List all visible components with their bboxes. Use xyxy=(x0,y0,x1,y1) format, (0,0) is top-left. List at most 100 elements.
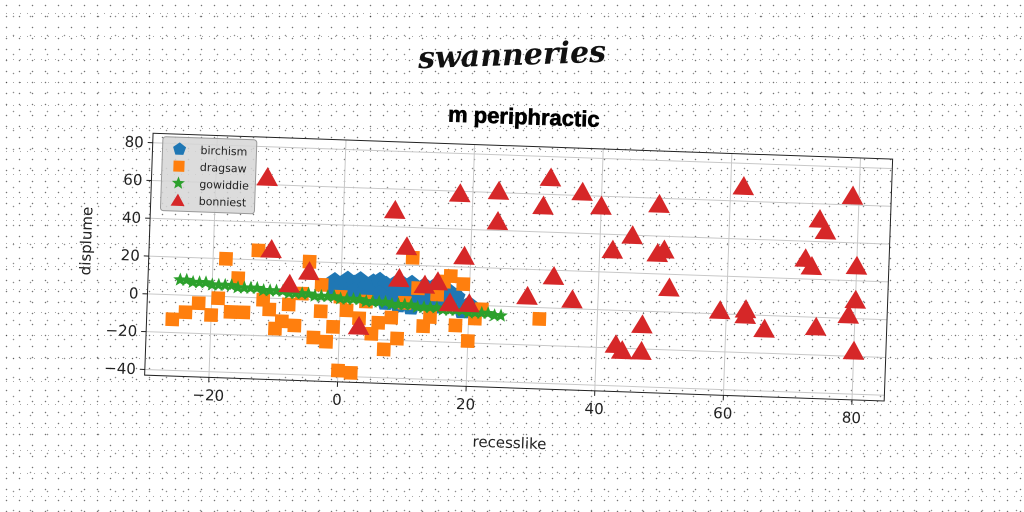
bonniest-point xyxy=(610,340,633,360)
dragsaw-point xyxy=(231,271,246,286)
gowiddie-point xyxy=(352,292,367,306)
y-grid-line xyxy=(144,368,885,396)
y-tick-label: 60 xyxy=(123,171,143,190)
y-tick-label: 20 xyxy=(120,246,140,265)
bonniest-point xyxy=(486,210,509,231)
dragsaw-point xyxy=(313,304,328,319)
bonniest-point xyxy=(387,268,410,288)
gowiddie-point xyxy=(192,275,207,289)
bonniest-point xyxy=(800,256,823,276)
gowiddie-point xyxy=(461,305,476,319)
bonniest-point xyxy=(732,176,755,196)
dragsaw-point xyxy=(165,312,180,327)
bonniest-point xyxy=(841,185,864,205)
grid xyxy=(144,135,893,400)
legend-entry: dragsaw xyxy=(173,160,247,176)
gowiddie-point xyxy=(346,291,361,306)
y-axis-label: displume xyxy=(76,206,96,275)
gowiddie-point xyxy=(243,280,258,295)
chart-area: m periphractic −20 0 20 40 60 80 −40 −20 0 20 40 60… xyxy=(76,101,894,453)
legend-label: dragsaw xyxy=(200,161,247,176)
bonniest-point xyxy=(648,193,670,214)
legend-entry: birchism xyxy=(173,142,248,159)
dragsaw-point xyxy=(343,365,358,380)
x-grid-line xyxy=(465,144,476,387)
legend-label: bonniest xyxy=(198,195,247,210)
bonniest-point xyxy=(438,292,461,312)
dragsaw-point xyxy=(274,314,289,329)
legend-box xyxy=(159,136,258,215)
gowiddie-point xyxy=(295,286,310,300)
gowiddie-point xyxy=(269,283,284,297)
gowiddie-point xyxy=(468,305,483,319)
gowiddie-point xyxy=(256,283,271,297)
dragsaw-point xyxy=(281,297,296,312)
bonniest-point xyxy=(383,199,406,219)
gowiddie-point xyxy=(359,294,374,308)
dragsaw-point xyxy=(314,277,329,292)
gowiddie-point xyxy=(487,308,502,322)
dragsaw-point xyxy=(287,318,302,333)
x-tick-label: 0 xyxy=(332,391,342,409)
bonniest-point xyxy=(601,239,624,259)
bonniest-point xyxy=(426,271,449,291)
y-tick-label: 40 xyxy=(122,208,142,227)
gowiddie-point xyxy=(250,280,265,295)
gowiddie-point xyxy=(429,300,444,314)
gowiddie-point xyxy=(224,278,239,292)
legend-label: birchism xyxy=(200,144,247,159)
legend-marker xyxy=(170,193,185,207)
gowiddie-point xyxy=(198,275,213,289)
chart-title: m periphractic xyxy=(448,102,600,132)
bonniest-point xyxy=(590,195,612,215)
bonniest-point xyxy=(571,181,593,201)
y-grid-line xyxy=(147,293,888,321)
bonniest-point xyxy=(395,236,418,256)
dragsaw-point xyxy=(460,333,475,349)
dragsaw-point xyxy=(330,363,345,378)
gowiddie-point xyxy=(474,305,489,320)
bonniest-point xyxy=(804,316,827,336)
dragsaw-point xyxy=(223,304,238,319)
gowiddie-point xyxy=(493,308,508,322)
legend-entry: bonniest xyxy=(170,193,247,210)
bonniest-point xyxy=(658,277,680,297)
y-grid-line xyxy=(152,142,893,170)
data-points xyxy=(165,166,868,380)
gowiddie-point xyxy=(378,294,393,309)
series-bonniest xyxy=(256,166,868,361)
legend-marker xyxy=(173,160,185,172)
x-grid-line xyxy=(722,153,733,396)
gowiddie-point xyxy=(327,289,342,303)
x-tick-label: 80 xyxy=(842,408,862,427)
gowiddie-point xyxy=(230,280,245,294)
x-tick-label: 20 xyxy=(456,395,476,414)
dragsaw-point xyxy=(371,315,386,330)
gowiddie-point xyxy=(423,300,438,314)
legend-marker xyxy=(171,176,185,189)
legend-entry: gowiddie xyxy=(171,176,249,193)
bonniest-point xyxy=(539,167,562,187)
gowiddie-point xyxy=(481,305,496,320)
dragsaw-point xyxy=(211,291,226,306)
dragsaw-point xyxy=(191,296,206,311)
dragsaw-point xyxy=(456,277,471,292)
bonniest-point xyxy=(734,304,757,324)
dragsaw-point xyxy=(448,318,463,333)
gowiddie-point xyxy=(397,297,412,311)
gowiddie-point xyxy=(416,299,431,314)
dragsaw-point xyxy=(364,326,379,341)
y-tick-label: 80 xyxy=(124,133,144,152)
dragsaw-point xyxy=(339,303,354,318)
dragsaw-point xyxy=(262,302,277,317)
bonniest-point xyxy=(708,300,731,320)
legend-label: gowiddie xyxy=(199,178,249,193)
y-grid-line xyxy=(150,217,890,245)
bonniest-point xyxy=(532,195,554,215)
gowiddie-point xyxy=(179,272,194,287)
gowiddie-point xyxy=(339,291,354,306)
gowiddie-point xyxy=(314,288,329,303)
axes: −20 0 20 40 60 80 −40 −20 0 20 40 60 80 xyxy=(104,133,894,427)
bonniest-point xyxy=(347,315,370,335)
